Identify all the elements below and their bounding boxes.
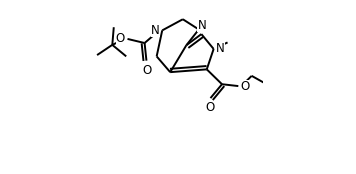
- Text: O: O: [205, 101, 214, 114]
- Text: O: O: [142, 64, 151, 77]
- Text: N: N: [216, 42, 225, 54]
- Text: N: N: [197, 19, 206, 32]
- Text: N: N: [151, 23, 160, 37]
- Text: O: O: [116, 32, 125, 45]
- Text: O: O: [241, 80, 250, 93]
